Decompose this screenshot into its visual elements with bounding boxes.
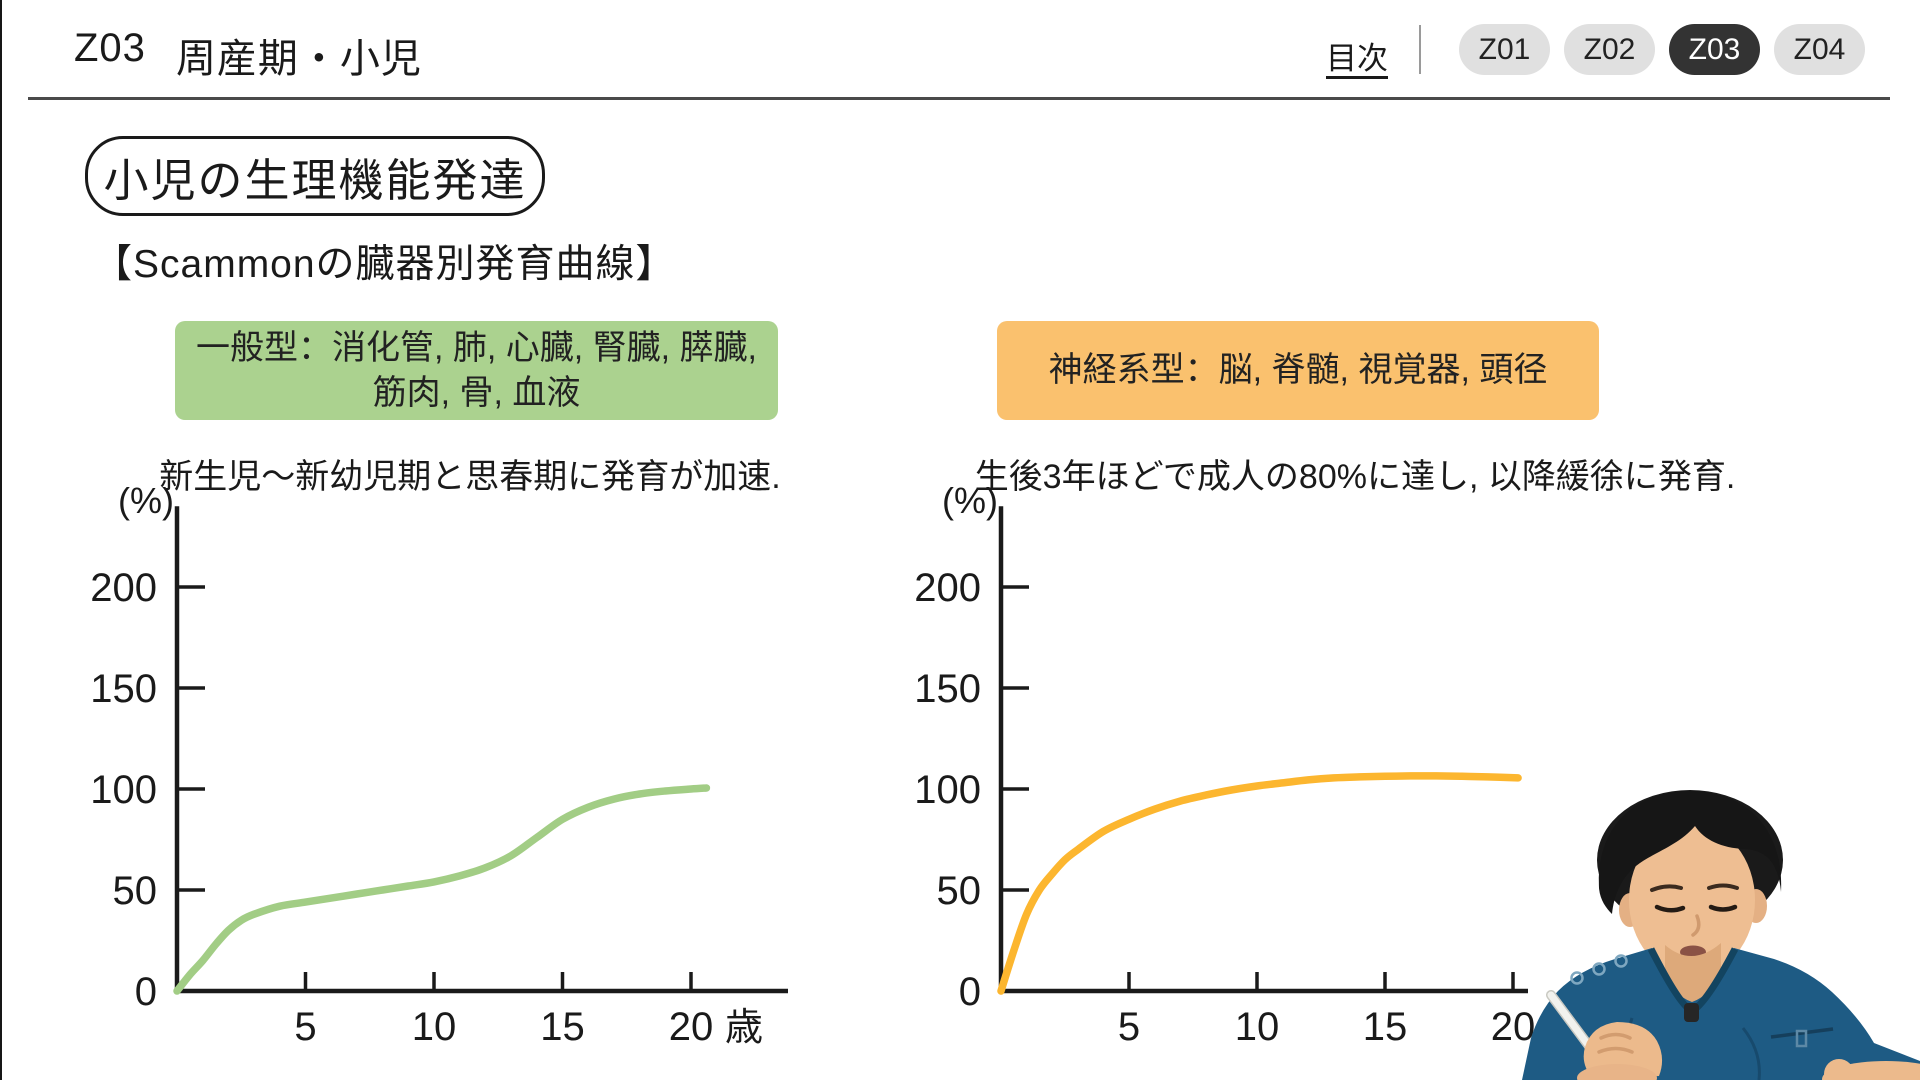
y-tick-label: 0 [959, 970, 981, 1014]
neural-growth-chart: 0 50 100 150 200 5 10 15 20 (%) [914, 480, 1535, 1049]
x-tick-label: 20 [1491, 1005, 1536, 1049]
y-tick-label: 100 [90, 768, 157, 812]
header-divider [1419, 25, 1421, 74]
general-type-line2: 筋肉, 骨, 血液 [372, 373, 581, 412]
right-wrist [1577, 1064, 1657, 1080]
finger-lines [1597, 1032, 1634, 1054]
face [1629, 824, 1755, 976]
neural-curve [997, 772, 1522, 995]
y-tick-label: 50 [937, 869, 982, 913]
y-tick-label: 200 [90, 566, 157, 610]
neural-type-box: 神経系型：脳, 脊髄, 視覚器, 頭径 [997, 321, 1599, 420]
slide-subtitle: 【Scammonの臓器別発育曲線】 [93, 243, 676, 286]
general-caption: 新生児〜新幼児期と思春期に発育が加速. [159, 458, 781, 496]
eyebrow-left [1650, 884, 1683, 892]
nav-pill-z02[interactable]: Z02 [1564, 24, 1655, 75]
y-axis-unit: (%) [942, 480, 998, 521]
general-type-box: 一般型：消化管, 肺, 心臓, 腎臓, 膵臓, 筋肉, 骨, 血液 [175, 321, 778, 420]
nav-pill-z01[interactable]: Z01 [1459, 24, 1550, 75]
neural-caption: 生後3年ほどで成人の80%に達し, 以降緩徐に発育. [974, 458, 1736, 496]
y-tick-label: 150 [90, 667, 157, 711]
eye-right [1708, 904, 1738, 912]
nose [1691, 914, 1701, 937]
toc-link[interactable]: 目次 [1326, 41, 1388, 76]
left-forearm [1822, 1061, 1920, 1080]
header-rule [28, 97, 1890, 100]
x-tick-label: 5 [294, 1005, 316, 1049]
lesson-title: 周産期・小児 [175, 37, 422, 81]
eyebrow-right [1707, 883, 1739, 890]
lesson-heading: Z03 周産期・小児 [74, 26, 422, 84]
instructor-video-overlay [1522, 790, 1920, 1080]
chest-pocket [1770, 1027, 1834, 1039]
y-tick-label: 50 [113, 869, 158, 913]
x-tick-label: 10 [1235, 1005, 1280, 1049]
y-tick-label: 0 [135, 970, 157, 1014]
x-tick-label: 10 [412, 1005, 457, 1049]
x-tick-label: 20 [669, 1005, 714, 1049]
screen-edge [0, 0, 2, 1080]
x-axis-unit: 歳 [725, 1007, 763, 1049]
neural-type-line1: 神経系型：脳, 脊髄, 視覚器, 頭径 [1048, 351, 1548, 389]
chapter-nav: Z01 Z02 Z03 Z04 [1459, 24, 1865, 75]
shoulder-snap [1614, 954, 1628, 968]
scrub-wrinkle [1741, 1027, 1761, 1080]
y-tick-label: 150 [914, 667, 981, 711]
general-type-line1: 一般型：消化管, 肺, 心臓, 腎臓, 膵臓, [195, 328, 757, 367]
lesson-code: Z03 [74, 26, 146, 70]
eye-left [1654, 904, 1686, 913]
page-title: 小児の生理機能発達 [85, 136, 545, 216]
clip-microphone [1684, 1003, 1699, 1022]
x-tick-label: 5 [1118, 1005, 1140, 1049]
x-tick-label: 15 [1363, 1005, 1408, 1049]
shoulder-snap [1570, 971, 1584, 985]
general-curve [173, 784, 711, 995]
y-tick-label: 200 [914, 566, 981, 610]
general-growth-chart: 0 50 100 150 200 5 10 15 20 歳 (%) [90, 480, 788, 1049]
nav-pill-z03[interactable]: Z03 [1669, 24, 1760, 75]
neck [1665, 943, 1721, 1003]
pocket-tag [1795, 1029, 1808, 1048]
y-tick-label: 100 [914, 768, 981, 812]
page-title-text: 小児の生理機能発達 [103, 154, 527, 206]
nav-pill-z04[interactable]: Z04 [1774, 24, 1865, 75]
instructor-figure [1522, 790, 1920, 1080]
x-tick-label: 15 [540, 1005, 585, 1049]
y-axis-unit: (%) [118, 480, 174, 521]
shoulder-snap [1592, 962, 1606, 976]
hair-front [1598, 790, 1782, 914]
